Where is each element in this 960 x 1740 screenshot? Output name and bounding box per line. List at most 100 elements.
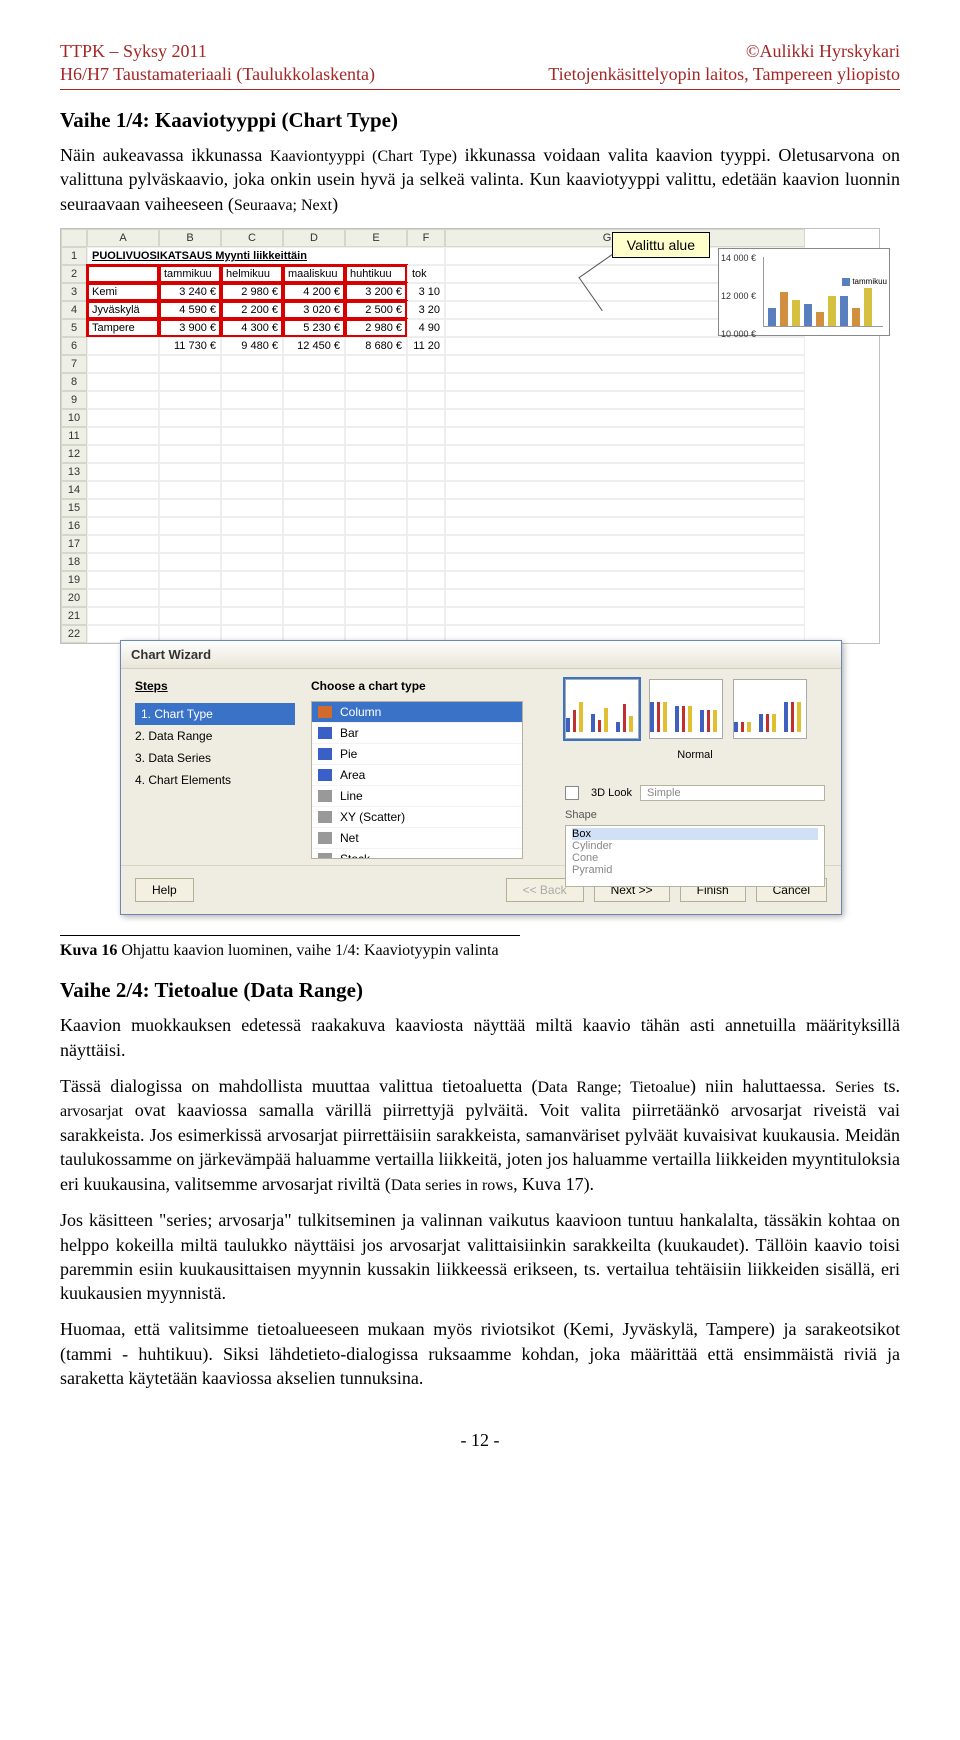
header-right-line2: Tietojenkäsittelyopin laitos, Tampereen … — [548, 63, 900, 86]
cell — [283, 607, 345, 625]
cell — [159, 427, 221, 445]
cell-month: tok — [407, 265, 445, 283]
cell — [221, 463, 283, 481]
cell — [221, 445, 283, 463]
cell — [283, 553, 345, 571]
thumb-bar — [657, 702, 661, 732]
thumb-bar — [700, 710, 704, 732]
cell — [283, 391, 345, 409]
cell — [445, 517, 805, 535]
thumb-bar — [741, 722, 745, 732]
cell — [345, 535, 407, 553]
cell — [87, 355, 159, 373]
help-button[interactable]: Help — [135, 878, 194, 902]
chart-type-item[interactable]: Line — [312, 786, 522, 807]
cell-value: 5 230 € — [283, 319, 345, 337]
chart-wizard-dialog: Chart Wizard Steps 1. Chart Type 2. Data… — [120, 640, 842, 915]
step-item[interactable]: 2. Data Range — [135, 725, 295, 747]
chart-type-item[interactable]: XY (Scatter) — [312, 807, 522, 828]
row-header: 9 — [61, 391, 87, 409]
column-header: E — [345, 229, 407, 247]
shape-listbox[interactable]: Box Cylinder Cone Pyramid — [565, 825, 825, 887]
cell — [345, 391, 407, 409]
chart-type-icon — [318, 790, 332, 802]
shape-item[interactable]: Pyramid — [572, 864, 818, 876]
step-item[interactable]: 4. Chart Elements — [135, 769, 295, 791]
chart-legend: tammikuu — [842, 277, 887, 286]
cell-value: 4 590 € — [159, 301, 221, 319]
chart-type-item[interactable]: Stock — [312, 849, 522, 859]
column-header: D — [283, 229, 345, 247]
cell — [445, 463, 805, 481]
chart-type-item[interactable]: Bar — [312, 723, 522, 744]
row-header: 15 — [61, 499, 87, 517]
cell — [407, 445, 445, 463]
cell — [407, 463, 445, 481]
shape-item[interactable]: Cone — [572, 852, 818, 864]
chart-type-item[interactable]: Pie — [312, 744, 522, 765]
cell — [345, 445, 407, 463]
step-item[interactable]: 1. Chart Type — [135, 703, 295, 725]
preview-bar — [816, 312, 824, 326]
caption-rest: Ohjattu kaavion luominen, vaihe 1/4: Kaa… — [121, 942, 498, 959]
cell — [445, 589, 805, 607]
look3d-select[interactable]: Simple — [640, 785, 825, 801]
cell — [407, 499, 445, 517]
preview-bar — [864, 288, 872, 326]
step-item[interactable]: 3. Data Series — [135, 747, 295, 769]
cell — [407, 481, 445, 499]
cell — [87, 571, 159, 589]
thumb-bar — [573, 710, 577, 732]
thumb-bar — [579, 702, 583, 732]
row-header: 4 — [61, 301, 87, 319]
running-header: TTPK – Syksy 2011 H6/H7 Taustamateriaali… — [60, 40, 900, 87]
sample-thumbnail[interactable] — [733, 679, 807, 739]
cell — [159, 445, 221, 463]
row-header: 21 — [61, 607, 87, 625]
chart-type-item[interactable]: Column — [312, 702, 522, 723]
paragraph: Huomaa, että valitsimme tietoalueeseen m… — [60, 1317, 900, 1390]
chart-type-listbox[interactable]: ColumnBar Pie AreaLineXY (Scatter) Net Stock… — [311, 701, 523, 859]
cell — [87, 445, 159, 463]
sample-thumbnail[interactable] — [565, 679, 639, 739]
row-header: 12 — [61, 445, 87, 463]
shape-item[interactable]: Box — [572, 828, 818, 840]
chart-type-label: Pie — [340, 747, 357, 761]
chart-y-axis: 14 000 € 12 000 € 10 000 € — [719, 249, 765, 343]
preview-bar — [840, 296, 848, 326]
chart-type-item[interactable]: Net — [312, 828, 522, 849]
legend-swatch — [842, 278, 850, 286]
cell-title: PUOLIVUOSIKATSAUS Myynti liikkeittäin — [87, 247, 445, 265]
row-header: 7 — [61, 355, 87, 373]
cell-value: 3 900 € — [159, 319, 221, 337]
chart-type-icon — [318, 832, 332, 844]
row-header: 18 — [61, 553, 87, 571]
shape-item[interactable]: Cylinder — [572, 840, 818, 852]
thumb-bar — [629, 716, 633, 732]
cell-value: 2 980 € — [221, 283, 283, 301]
row-header: 5 — [61, 319, 87, 337]
cell-value: 3 240 € — [159, 283, 221, 301]
cell — [159, 517, 221, 535]
cell-rowlabel — [87, 337, 159, 355]
cell — [87, 391, 159, 409]
cell — [221, 517, 283, 535]
cell — [345, 571, 407, 589]
cell-month: tammikuu — [159, 265, 221, 283]
sample-thumbnail[interactable] — [649, 679, 723, 739]
preview-bar — [852, 308, 860, 326]
look3d-checkbox[interactable] — [565, 786, 579, 800]
cell — [87, 463, 159, 481]
column-header: A — [87, 229, 159, 247]
cell — [159, 553, 221, 571]
chart-type-label: Net — [340, 831, 359, 845]
thumb-bar — [734, 722, 738, 732]
chart-type-item[interactable]: Area — [312, 765, 522, 786]
thumb-bar — [713, 710, 717, 732]
header-right: ©Aulikki Hyrskykari Tietojenkäsittelyopi… — [548, 40, 900, 87]
text-run-smallcaps: Data series in rows — [391, 1177, 513, 1194]
thumb-bar — [663, 702, 667, 732]
thumb-bar — [591, 714, 595, 732]
cell — [283, 589, 345, 607]
cell-value: 12 450 € — [283, 337, 345, 355]
